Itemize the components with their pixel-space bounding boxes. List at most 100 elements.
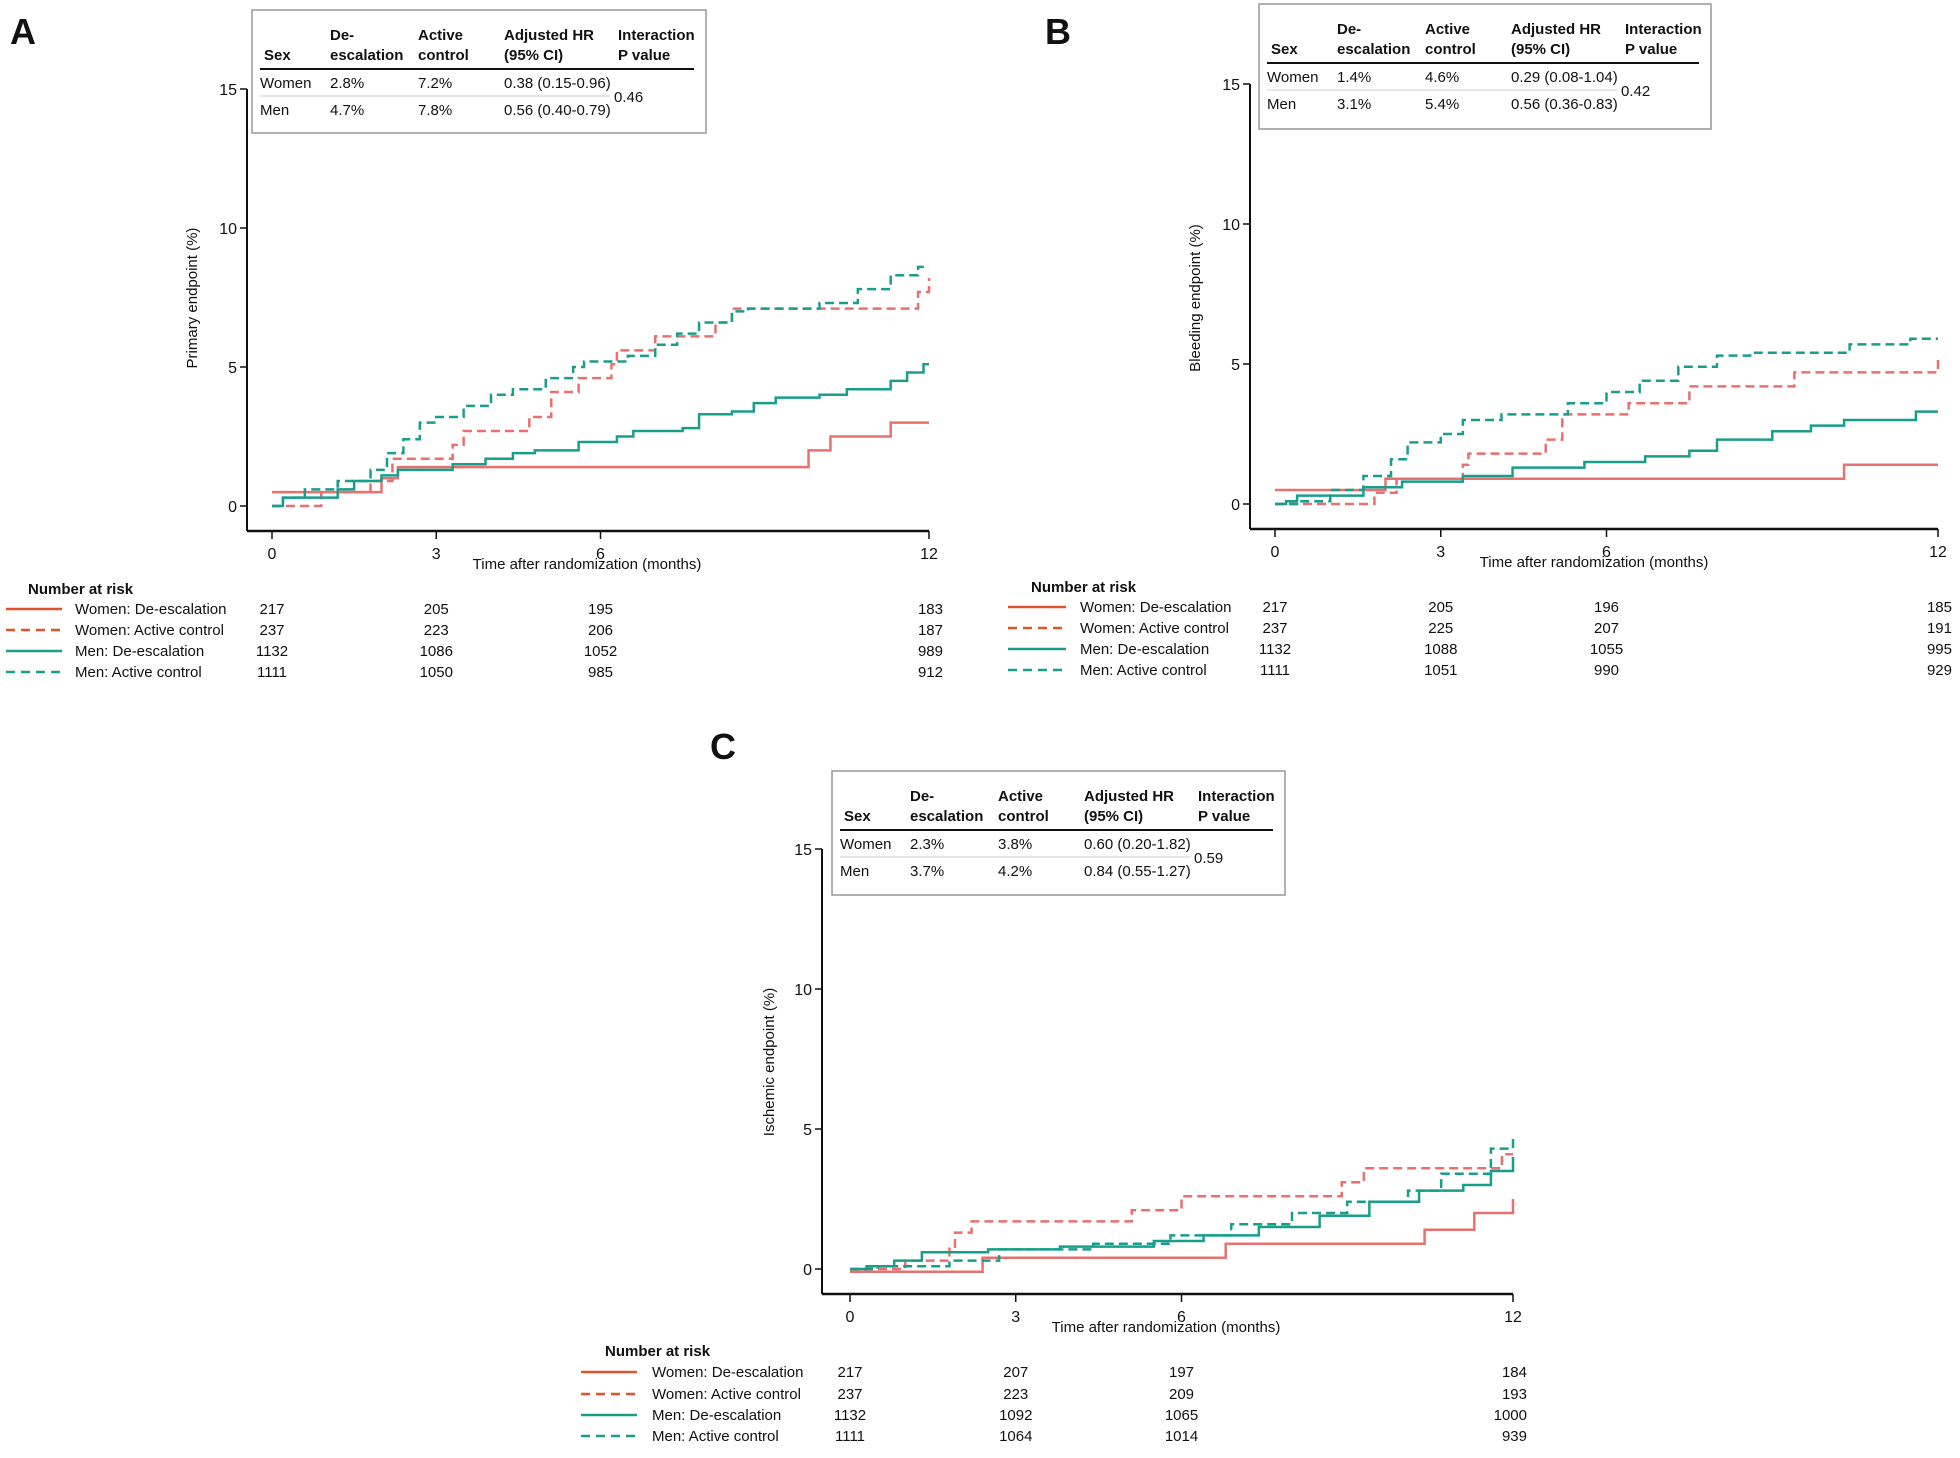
number-at-risk-table: Number at risk Women: De-escalation 217 207… bbox=[581, 1343, 1527, 1445]
risk-value: 1111 bbox=[835, 1428, 865, 1445]
series-men-de-escalation bbox=[1275, 410, 1938, 506]
risk-value: 1111 bbox=[257, 664, 287, 681]
number-at-risk-table: Number at risk Women: De-escalation 217 205… bbox=[1008, 579, 1952, 679]
table-header: De- bbox=[910, 788, 934, 805]
interaction-p-value: 0.59 bbox=[1194, 850, 1223, 867]
table-cell: 4.7% bbox=[330, 102, 364, 119]
panel-letter: B bbox=[1045, 11, 1071, 52]
risk-value: 185 bbox=[1927, 599, 1952, 616]
legend-label: Women: De-escalation bbox=[1080, 599, 1231, 616]
risk-value: 223 bbox=[1003, 1386, 1028, 1403]
table-cell: 3.7% bbox=[910, 863, 944, 880]
risk-value: 990 bbox=[1594, 662, 1619, 679]
legend-label: Men: De-escalation bbox=[75, 643, 204, 660]
table-header: (95% CI) bbox=[504, 47, 563, 64]
number-at-risk-table: Number at risk Women: De-escalation 217 205… bbox=[6, 581, 943, 681]
risk-value: 1065 bbox=[1165, 1407, 1198, 1424]
series-women-de-escalation bbox=[1275, 463, 1938, 492]
table-box bbox=[251, 9, 707, 134]
table-cell: 0.84 (0.55-1.27) bbox=[1084, 863, 1191, 880]
table-cell: 0.56 (0.40-0.79) bbox=[504, 102, 611, 119]
legend-label: Men: Active control bbox=[1080, 662, 1207, 679]
legend-label: Women: Active control bbox=[1080, 620, 1229, 637]
table-header: control bbox=[418, 47, 469, 64]
panel-letter: C bbox=[710, 726, 736, 767]
table-cell: Men bbox=[260, 102, 289, 119]
risk-value: 939 bbox=[1502, 1428, 1527, 1445]
risk-value: 223 bbox=[424, 622, 449, 639]
summary-table: Sex De-escalation Active control Adjusted HR… bbox=[251, 9, 707, 134]
risk-value: 985 bbox=[588, 664, 613, 681]
risk-title: Number at risk bbox=[605, 1343, 711, 1360]
table-header: P value bbox=[618, 47, 670, 64]
risk-value: 1014 bbox=[1165, 1428, 1198, 1445]
x-tick-label: 12 bbox=[1504, 1309, 1522, 1326]
table-cell: 3.8% bbox=[998, 836, 1032, 853]
y-axis-label: Primary endpoint (%) bbox=[184, 228, 201, 369]
table-header: control bbox=[998, 808, 1049, 825]
y-tick-label: 15 bbox=[794, 842, 812, 859]
risk-value: 1050 bbox=[420, 664, 453, 681]
y-tick-label: 10 bbox=[219, 221, 237, 238]
table-header: Adjusted HR bbox=[504, 27, 594, 44]
table-header: control bbox=[1425, 41, 1476, 58]
legend-label: Men: De-escalation bbox=[652, 1407, 781, 1424]
table-header: Adjusted HR bbox=[1084, 788, 1174, 805]
x-tick-label: 3 bbox=[432, 546, 441, 563]
legend-label: Women: De-escalation bbox=[75, 601, 226, 618]
table-header: (95% CI) bbox=[1511, 41, 1570, 58]
summary-table: Sex De-escalation Active control Adjusted HR… bbox=[1258, 3, 1712, 130]
table-header: Active bbox=[418, 27, 463, 44]
x-tick-label: 0 bbox=[1271, 544, 1280, 561]
risk-value: 1086 bbox=[420, 643, 453, 660]
table-cell: 0.60 (0.20-1.82) bbox=[1084, 836, 1191, 853]
risk-value: 183 bbox=[918, 601, 943, 618]
table-header: escalation bbox=[330, 47, 403, 64]
risk-value: 912 bbox=[918, 664, 943, 681]
risk-value: 1052 bbox=[584, 643, 617, 660]
series-men-active-control bbox=[272, 265, 929, 508]
interaction-p-value: 0.42 bbox=[1621, 83, 1650, 100]
risk-value: 209 bbox=[1169, 1386, 1194, 1403]
y-tick-label: 10 bbox=[794, 982, 812, 999]
y-tick-label: 0 bbox=[803, 1262, 812, 1279]
y-tick-label: 0 bbox=[228, 499, 237, 516]
series-men-active-control bbox=[1275, 337, 1938, 506]
risk-value: 1111 bbox=[1260, 662, 1290, 679]
table-cell: 4.2% bbox=[998, 863, 1032, 880]
summary-table: Sex De-escalation Active control Adjusted HR… bbox=[831, 770, 1286, 896]
table-cell: 0.29 (0.08-1.04) bbox=[1511, 69, 1618, 86]
table-header: Sex bbox=[264, 47, 291, 64]
table-header: Sex bbox=[1271, 41, 1298, 58]
x-tick-label: 12 bbox=[1929, 544, 1947, 561]
table-cell: Women bbox=[840, 836, 891, 853]
table-header: Interaction bbox=[618, 27, 695, 44]
risk-value: 1051 bbox=[1424, 662, 1457, 679]
series-women-de-escalation bbox=[850, 1199, 1515, 1274]
table-cell: 5.4% bbox=[1425, 96, 1459, 113]
x-axis-label: Time after randomization (months) bbox=[1480, 554, 1709, 571]
risk-value: 205 bbox=[424, 601, 449, 618]
table-cell: 1.4% bbox=[1337, 69, 1371, 86]
panel-B: B 0 5 10 15 0 3 6 12 Bleeding endpoint (%) Time af… bbox=[1008, 3, 1952, 679]
risk-value: 195 bbox=[588, 601, 613, 618]
risk-value: 196 bbox=[1594, 599, 1619, 616]
table-header: escalation bbox=[1337, 41, 1410, 58]
y-tick-label: 5 bbox=[803, 1122, 812, 1139]
legend-label: Men: Active control bbox=[75, 664, 202, 681]
x-tick-label: 0 bbox=[846, 1309, 855, 1326]
table-cell: 7.2% bbox=[418, 75, 452, 92]
table-header: Interaction bbox=[1198, 788, 1275, 805]
risk-title: Number at risk bbox=[1031, 579, 1137, 596]
risk-value: 217 bbox=[837, 1364, 862, 1381]
risk-value: 1064 bbox=[999, 1428, 1032, 1445]
series-women-active-control bbox=[1275, 355, 1940, 506]
table-cell: Men bbox=[1267, 96, 1296, 113]
table-cell: 0.56 (0.36-0.83) bbox=[1511, 96, 1618, 113]
risk-value: 197 bbox=[1169, 1364, 1194, 1381]
x-tick-label: 6 bbox=[1602, 544, 1611, 561]
table-header: De- bbox=[1337, 21, 1361, 38]
table-header: (95% CI) bbox=[1084, 808, 1143, 825]
y-axis-label: Bleeding endpoint (%) bbox=[1187, 224, 1204, 372]
